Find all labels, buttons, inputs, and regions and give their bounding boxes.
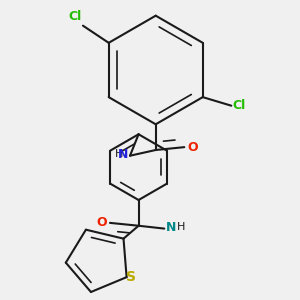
Text: O: O: [188, 141, 198, 154]
Text: S: S: [126, 270, 136, 284]
Text: O: O: [96, 216, 106, 230]
Text: Cl: Cl: [233, 99, 246, 112]
Text: Cl: Cl: [68, 10, 82, 23]
Text: H: H: [177, 222, 185, 232]
Text: N: N: [166, 221, 176, 234]
Text: H: H: [115, 149, 124, 159]
Text: N: N: [118, 148, 129, 161]
